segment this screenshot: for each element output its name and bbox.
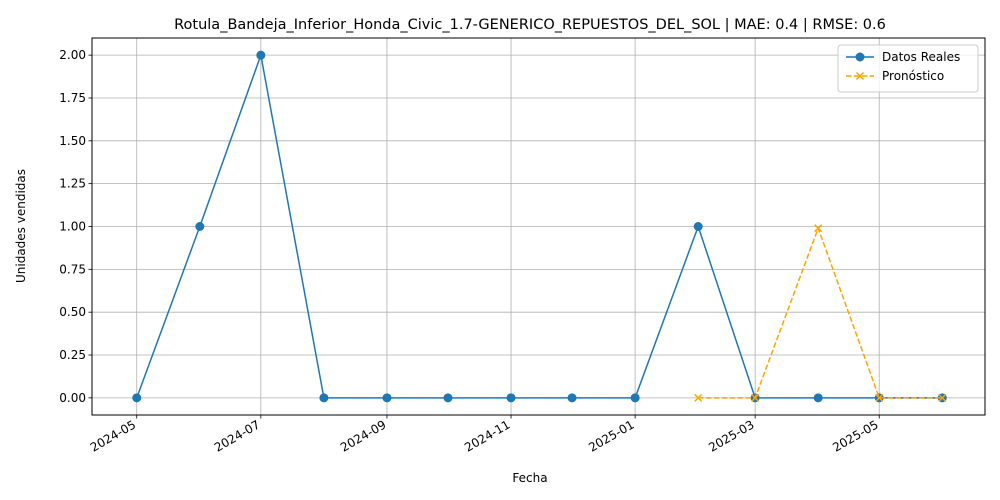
data-point-x-stroke [875,393,884,402]
y-tick-label: 1.00 [59,220,86,234]
data-point-x-stroke [694,393,703,402]
data-point-circle [382,393,392,403]
data-point-x [814,224,823,233]
data-point-circle [256,50,266,60]
y-tick-label: 0.50 [59,305,86,319]
data-point-x [694,393,703,402]
y-tick-label: 2.00 [59,48,86,62]
legend-entries: Datos Reales Pronóstico [846,50,960,83]
data-point-circle [567,393,577,403]
data-point-x-stroke [938,393,947,402]
series-pronostico [694,224,947,402]
legend-label: Pronóstico [882,69,944,83]
legend-entry: Datos Reales [846,50,960,64]
data-point-circle [630,393,640,403]
grid-lines [92,38,985,415]
data-point-circle [319,393,329,403]
data-point-x-stroke [751,393,760,402]
series-line [136,54,943,399]
legend-entry: Pronóstico [846,69,944,83]
data-point-circle [693,222,703,231]
x-axis-label: Fecha [512,471,547,485]
data-point-x-stroke [814,224,823,233]
data-point-circle [195,222,205,231]
data-point-circle [506,393,516,403]
y-tick-label: 1.75 [59,91,86,105]
legend-marker-stroke [855,71,865,81]
chart-title: Rotula_Bandeja_Inferior_Honda_Civic_1.7-… [174,17,886,33]
y-tick-label: 1.50 [59,134,86,148]
legend-marker [855,71,865,81]
y-tick-label: 0.75 [59,262,86,276]
series-layer [132,50,947,403]
data-point-x [875,393,884,402]
y-axis-ticks: 0.00 0.25 0.50 0.75 1.00 1.25 1.50 1.75 2.00 [59,48,92,405]
y-tick-label: 1.25 [59,177,86,191]
legend-label: Datos Reales [882,50,960,64]
data-point-circle [132,393,142,403]
data-point-circle [813,393,823,403]
data-point-circle [443,393,453,403]
legend: Datos Reales Pronóstico [837,44,979,93]
y-axis-label: Unidades vendidas [14,169,28,283]
y-tick-label: 0.25 [59,348,86,362]
y-tick-label: 0.00 [59,391,86,405]
legend-marker [855,52,865,62]
data-point-x [938,393,947,402]
data-point-x [751,393,760,402]
